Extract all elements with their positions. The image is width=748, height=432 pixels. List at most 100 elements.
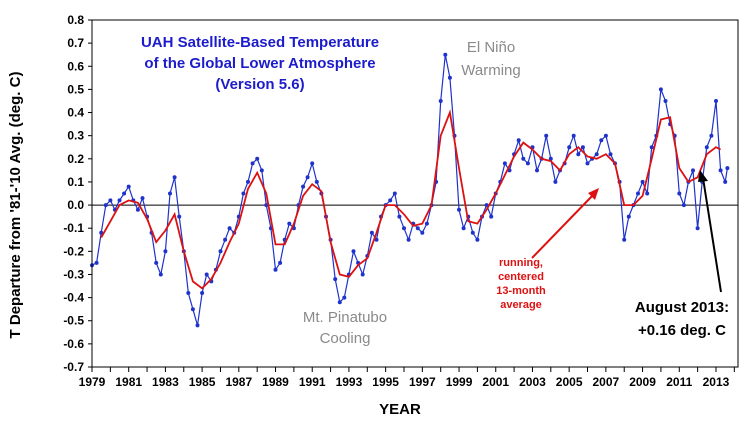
- pinatubo-annotation-line-2: Cooling: [320, 330, 371, 347]
- chart-title-line-1: UAH Satellite-Based Temperature: [141, 34, 379, 51]
- monthly-data-point: [470, 230, 475, 235]
- y-tick-label: 0.0: [67, 198, 84, 212]
- x-tick-label: 2009: [629, 375, 656, 389]
- monthly-data-point: [218, 249, 223, 254]
- monthly-data-point: [640, 179, 645, 184]
- monthly-data-point: [278, 260, 283, 265]
- el-nino-annotation-line-2: Warming: [461, 62, 520, 79]
- monthly-data-point: [227, 226, 232, 231]
- y-tick-label: -0.4: [63, 291, 84, 305]
- monthly-data-point: [658, 87, 663, 92]
- monthly-data-point: [177, 214, 182, 219]
- running-mean-annotation-line-1: running,: [499, 257, 543, 269]
- monthly-data-point: [168, 191, 172, 196]
- y-tick-label: 0.8: [67, 13, 84, 27]
- x-tick-label: 2013: [703, 375, 730, 389]
- monthly-data-point: [374, 237, 379, 242]
- monthly-data-point: [489, 214, 494, 219]
- y-tick-label: -0.6: [63, 337, 84, 351]
- y-tick-label: 0.4: [67, 106, 84, 120]
- monthly-data-point: [424, 221, 429, 226]
- monthly-data-point: [681, 203, 686, 208]
- monthly-data-point: [140, 196, 145, 201]
- monthly-data-point: [337, 300, 342, 305]
- monthly-data-point: [622, 237, 627, 242]
- el-nino-annotation-line-1: El Niño: [467, 39, 515, 56]
- monthly-data-point: [709, 133, 714, 138]
- monthly-data-point: [603, 133, 608, 138]
- y-tick-label: -0.2: [63, 244, 84, 258]
- x-tick-label: 1985: [189, 375, 216, 389]
- monthly-data-point: [135, 207, 140, 212]
- y-tick-label: 0.7: [67, 36, 84, 50]
- monthly-data-point: [406, 237, 411, 242]
- monthly-data-point: [714, 99, 718, 103]
- x-tick-label: 1995: [372, 375, 399, 389]
- monthly-data-point: [525, 161, 530, 166]
- running-mean-line: [100, 109, 722, 290]
- monthly-data-point: [333, 277, 338, 282]
- y-tick-label: 0.6: [67, 59, 84, 73]
- monthly-data-point: [402, 226, 406, 231]
- monthly-data-point: [360, 272, 365, 277]
- monthly-data-point: [461, 226, 466, 231]
- monthly-data-point: [608, 152, 613, 157]
- monthly-data-point: [553, 179, 558, 184]
- x-tick-label: 1999: [446, 375, 473, 389]
- monthly-data-point: [438, 99, 443, 103]
- monthly-data-point: [273, 267, 278, 272]
- monthly-data-point: [691, 168, 695, 173]
- monthly-data-point: [154, 260, 159, 265]
- y-tick-label: -0.7: [63, 360, 84, 374]
- monthly-data-point: [287, 221, 292, 226]
- running-mean-arrowhead: [588, 188, 599, 200]
- monthly-data-point: [585, 161, 590, 166]
- monthly-data-point: [567, 145, 572, 150]
- latest-value-annotation-line-1: August 2013:: [635, 299, 729, 316]
- monthly-data-point: [535, 168, 539, 173]
- monthly-data-point: [163, 249, 168, 254]
- monthly-data-point: [342, 295, 347, 300]
- monthly-data-point: [186, 291, 191, 295]
- monthly-data-point: [259, 168, 264, 173]
- monthly-data-point: [314, 179, 319, 184]
- pinatubo-annotation-line-1: Mt. Pinatubo: [303, 309, 387, 326]
- monthly-data-point: [351, 249, 356, 254]
- monthly-data-point: [420, 230, 425, 235]
- x-tick-label: 2005: [556, 375, 583, 389]
- monthly-data-point: [580, 145, 585, 150]
- monthly-data-point: [310, 161, 315, 166]
- latest-value-arrowhead: [698, 170, 708, 182]
- latest-value-annotation-line-2: +0.16 deg. C: [638, 322, 726, 339]
- monthly-data-point: [94, 260, 99, 265]
- monthly-data-point: [502, 161, 507, 166]
- monthly-data-point: [677, 191, 682, 196]
- x-tick-label: 2011: [666, 375, 692, 389]
- latest-value-arrow-shaft: [702, 177, 722, 293]
- plot-frame: [91, 19, 739, 368]
- monthly-data-point: [204, 272, 209, 277]
- monthly-data-point: [636, 191, 640, 196]
- monthly-data-point: [576, 152, 581, 157]
- y-tick-label: 0.3: [67, 129, 84, 143]
- monthly-data-point: [264, 203, 269, 208]
- monthly-data-point: [645, 191, 650, 196]
- monthly-data-point: [122, 191, 127, 196]
- monthly-data-point: [103, 203, 108, 208]
- x-tick-label: 2003: [519, 375, 546, 389]
- monthly-data-point: [246, 179, 250, 184]
- monthly-data-point: [392, 191, 397, 196]
- monthly-data-point: [544, 133, 549, 138]
- monthly-data-point: [571, 133, 576, 138]
- monthly-data-point: [723, 179, 728, 184]
- x-axis-ticks: 1979 1981 1983 1985 1987 1989 1991 1993 1995 1997…: [79, 367, 735, 389]
- monthly-data-point: [195, 323, 200, 328]
- monthly-data-point: [126, 184, 131, 189]
- monthly-data-point: [663, 99, 668, 103]
- y-tick-label: 0.5: [67, 82, 84, 96]
- monthly-data-point: [725, 166, 730, 171]
- y-axis-ticks: 0.8 0.7 0.6 0.5 0.4 0.3 0.2 0.1 0.0 -0.1 -0.2 -0.3 -…: [63, 13, 92, 374]
- running-mean-arrow-shaft: [531, 192, 596, 259]
- y-axis-title: T Departure from '81-'10 Avg. (deg. C): [7, 72, 24, 339]
- y-tick-label: -0.5: [63, 314, 84, 328]
